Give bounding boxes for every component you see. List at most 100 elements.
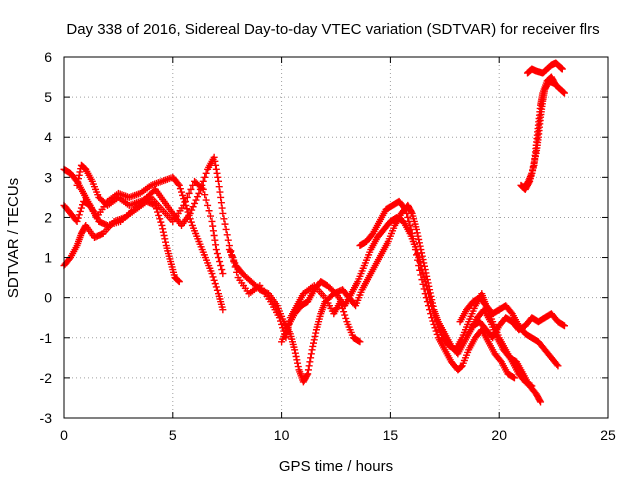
data-point <box>212 161 220 169</box>
data-point <box>409 235 417 243</box>
data-point <box>408 229 416 237</box>
data-point <box>158 221 166 229</box>
data-point <box>291 349 299 357</box>
x-tick-label: 20 <box>491 427 507 443</box>
data-point <box>181 197 189 205</box>
data-point <box>211 236 219 244</box>
data-point <box>216 188 224 196</box>
data-point <box>212 283 220 291</box>
data-point <box>306 358 314 366</box>
data-point <box>176 185 184 193</box>
data-point <box>154 208 162 216</box>
data-point <box>401 204 409 212</box>
data-point <box>186 209 194 217</box>
data-point <box>427 310 435 318</box>
data-point <box>553 361 561 369</box>
data-point <box>293 356 301 364</box>
data-point <box>210 153 218 161</box>
y-tick-label: 4 <box>44 129 52 145</box>
data-point <box>75 211 83 219</box>
y-tick-label: 5 <box>44 89 52 105</box>
data-point <box>187 185 195 193</box>
data-point <box>180 201 188 209</box>
data-point <box>160 231 168 239</box>
data-point <box>155 211 163 219</box>
y-tick-label: 2 <box>44 209 52 225</box>
data-point <box>402 205 410 213</box>
data-point <box>205 207 213 215</box>
data-point <box>528 382 536 390</box>
data-point <box>73 181 81 189</box>
x-tick-label: 5 <box>169 427 177 443</box>
data-point <box>156 215 164 223</box>
series-trace-7 <box>356 197 518 382</box>
y-tick-label: 6 <box>44 49 52 65</box>
data-point <box>218 266 226 274</box>
data-point <box>429 317 437 325</box>
data-point <box>417 271 425 279</box>
data-point <box>418 276 426 284</box>
data-point <box>193 193 201 201</box>
data-point <box>219 270 227 278</box>
chart-title: Day 338 of 2016, Sidereal Day-to-day VTE… <box>66 21 599 38</box>
data-point <box>560 322 568 330</box>
data-point <box>432 327 440 335</box>
data-point <box>209 227 217 235</box>
data-point <box>415 239 423 247</box>
data-point <box>175 181 183 189</box>
data-point <box>428 314 436 322</box>
data-point <box>530 159 538 167</box>
data-point <box>404 213 412 221</box>
data-point <box>311 332 319 340</box>
data-point <box>310 336 318 344</box>
data-point <box>291 346 299 354</box>
data-point <box>529 166 537 174</box>
data-point <box>202 169 210 177</box>
data-point <box>217 199 225 207</box>
y-tick-label: 3 <box>44 169 52 185</box>
data-point <box>356 338 364 346</box>
x-axis-label: GPS time / hours <box>279 458 393 475</box>
data-point <box>202 196 210 204</box>
data-point <box>411 246 419 254</box>
data-point <box>305 362 313 370</box>
data-point <box>558 65 566 73</box>
data-point <box>201 173 209 181</box>
data-point <box>212 241 220 249</box>
data-point <box>208 217 216 225</box>
data-point <box>405 217 413 225</box>
data-point <box>510 374 518 382</box>
data-point <box>422 294 430 302</box>
data-point <box>159 225 167 233</box>
y-tick-label: 0 <box>44 290 52 306</box>
data-point <box>210 231 218 239</box>
data-point <box>312 329 320 337</box>
data-point <box>224 236 232 244</box>
y-tick-label: 1 <box>44 250 52 266</box>
data-point <box>76 207 84 215</box>
data-point <box>162 238 170 246</box>
data-point <box>159 228 167 236</box>
data-point <box>192 196 200 204</box>
data-point <box>198 184 206 192</box>
data-point <box>407 225 415 233</box>
data-point <box>157 218 165 226</box>
data-point <box>406 221 414 229</box>
data-point <box>414 250 422 258</box>
data-point <box>419 280 427 288</box>
data-series <box>60 59 568 406</box>
data-point <box>304 366 312 374</box>
data-point <box>430 320 438 328</box>
data-point <box>214 254 222 262</box>
data-point <box>76 168 84 176</box>
data-point <box>424 302 432 310</box>
data-point <box>191 199 199 207</box>
data-point <box>179 191 187 199</box>
data-point <box>210 276 218 284</box>
data-point <box>342 314 350 322</box>
data-point <box>529 163 537 171</box>
data-point <box>209 273 217 281</box>
data-point <box>413 251 421 259</box>
data-point <box>214 177 222 185</box>
